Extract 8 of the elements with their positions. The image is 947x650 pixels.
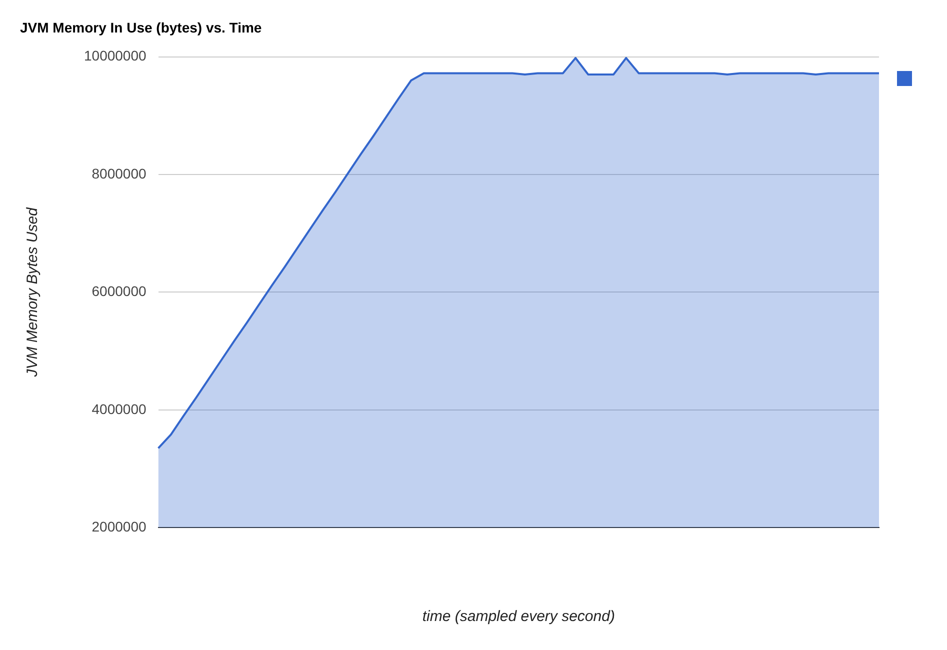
y-tick-label: 10000000 [84, 48, 146, 64]
y-tick-label: 6000000 [92, 283, 146, 300]
y-tick-label: 8000000 [92, 165, 146, 182]
y-tick-label: 2000000 [92, 518, 146, 534]
x-axis-title: time (sampled every second) [422, 608, 615, 626]
chart-title: JVM Memory In Use (bytes) vs. Time [20, 19, 262, 36]
y-tick-label: 4000000 [92, 400, 146, 417]
y-axis-title: JVM Memory Bytes Used [24, 206, 42, 378]
